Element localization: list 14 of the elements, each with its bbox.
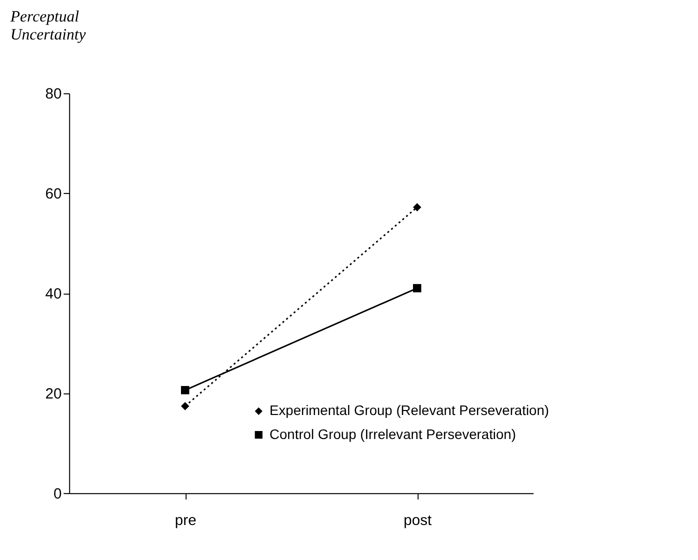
- legend-label: Control Group (Irrelevant Perseveration): [270, 426, 516, 442]
- point: [412, 203, 422, 212]
- x-tick-label: post: [404, 513, 432, 530]
- y-tick-label: 0: [53, 486, 62, 503]
- legend-label: Experimental Group (Relevant Perseveration): [270, 402, 549, 418]
- point: [180, 402, 190, 410]
- y-tick-label: 40: [45, 286, 62, 303]
- point: [412, 284, 422, 292]
- y-tick-label: 80: [45, 86, 62, 103]
- y-axis-title: Perceptual Uncertainty: [9, 8, 87, 44]
- x-tick-label: pre: [174, 513, 196, 530]
- y-tick-label: 60: [45, 186, 62, 203]
- point: [180, 386, 190, 394]
- y-tick-label: 20: [45, 386, 62, 403]
